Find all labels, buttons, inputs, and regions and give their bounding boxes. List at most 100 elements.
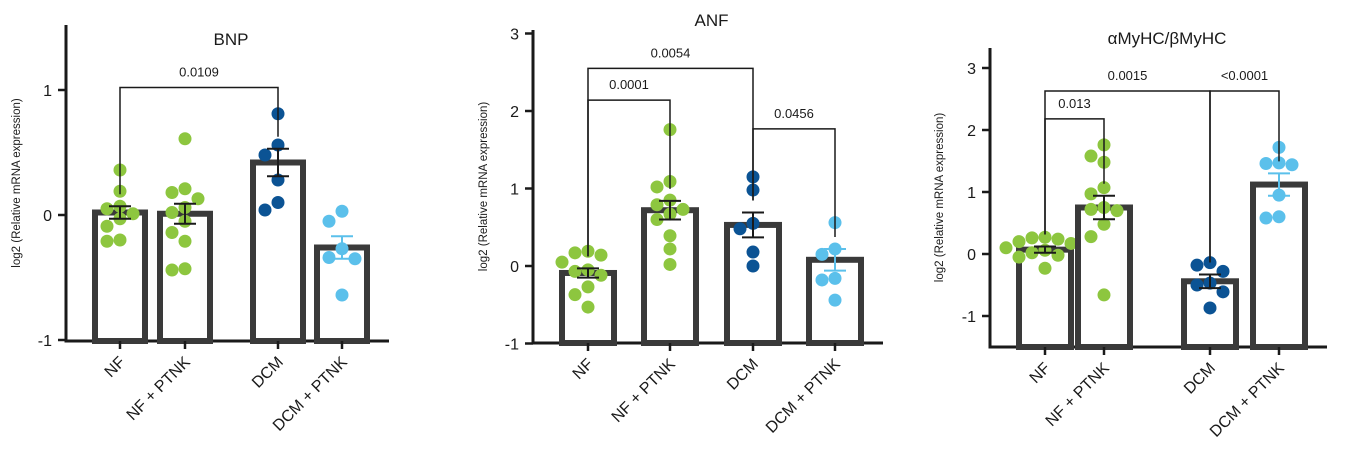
data-point bbox=[594, 248, 608, 262]
y-tick-label: -1 bbox=[505, 337, 519, 354]
data-point bbox=[1097, 288, 1111, 302]
data-point bbox=[1110, 204, 1124, 218]
y-tick-label: 2 bbox=[967, 123, 976, 140]
p-value-label: 0.0109 bbox=[179, 65, 219, 80]
data-point bbox=[568, 264, 582, 278]
data-point bbox=[1025, 231, 1039, 245]
x-category-label: NF bbox=[1027, 360, 1054, 387]
data-point bbox=[1203, 256, 1217, 270]
data-point bbox=[568, 246, 582, 260]
data-point bbox=[733, 222, 747, 236]
x-category-label: DCM + PTNK bbox=[1207, 360, 1288, 441]
data-point bbox=[113, 233, 127, 247]
data-point bbox=[581, 300, 595, 314]
data-point bbox=[828, 271, 842, 285]
y-tick-label: -1 bbox=[38, 333, 52, 350]
data-point bbox=[746, 245, 760, 259]
data-point bbox=[1012, 235, 1026, 249]
data-point bbox=[100, 202, 114, 216]
x-category-label: NF + PTNK bbox=[609, 356, 679, 426]
y-tick-label: 3 bbox=[510, 27, 519, 44]
data-point bbox=[555, 255, 569, 269]
chart-panel: ANF log2 (Relative mRNA expression) -1 0 1 2 3… bbox=[478, 11, 883, 437]
data-point bbox=[663, 229, 677, 243]
data-point bbox=[258, 203, 272, 217]
x-category-label: NF bbox=[570, 356, 597, 383]
bar bbox=[1250, 181, 1308, 350]
significance-bracket bbox=[587, 99, 671, 257]
significance-bracket bbox=[1209, 90, 1280, 263]
data-point bbox=[1190, 258, 1204, 272]
chart-title: αMyHC/βMyHC bbox=[1108, 29, 1227, 48]
data-point bbox=[1259, 211, 1273, 225]
data-point bbox=[165, 186, 179, 199]
data-point bbox=[594, 268, 608, 282]
data-point bbox=[1012, 250, 1026, 264]
data-point bbox=[1084, 202, 1098, 216]
data-point bbox=[581, 280, 595, 294]
y-tick-label: 0 bbox=[43, 208, 52, 225]
data-point bbox=[322, 214, 336, 228]
x-category-label: DCM bbox=[724, 356, 762, 394]
data-point bbox=[1259, 156, 1273, 170]
significance-bracket bbox=[1044, 118, 1105, 235]
y-tick-label: 0 bbox=[510, 259, 519, 276]
p-value-label: 0.0015 bbox=[1108, 68, 1148, 83]
data-point bbox=[1285, 158, 1299, 172]
y-axis-label: log2 (Relative mRNA expression) bbox=[11, 98, 23, 268]
data-point bbox=[1203, 301, 1217, 315]
data-point bbox=[815, 247, 829, 261]
y-tick-label: 1 bbox=[510, 182, 519, 199]
data-point bbox=[1025, 246, 1039, 260]
data-point bbox=[1051, 232, 1065, 246]
y-axis-label: log2 (Relative mRNA expression) bbox=[478, 102, 490, 272]
data-point bbox=[999, 241, 1013, 255]
data-point bbox=[1097, 181, 1111, 195]
bar bbox=[92, 209, 148, 344]
y-tick-label: 0 bbox=[967, 247, 976, 264]
data-point bbox=[746, 259, 760, 273]
data-point bbox=[178, 262, 192, 276]
data-point bbox=[178, 234, 192, 248]
data-point bbox=[650, 180, 664, 194]
data-point bbox=[165, 263, 179, 277]
bar bbox=[724, 221, 782, 346]
data-point bbox=[1097, 217, 1111, 231]
y-axis-label: log2 (Relative mRNA expression) bbox=[934, 113, 946, 283]
data-point bbox=[1190, 278, 1204, 292]
x-category-label: DCM bbox=[249, 354, 287, 392]
data-point bbox=[676, 202, 690, 216]
data-point bbox=[1038, 261, 1052, 275]
chart-panel: BNP log2 (Relative mRNA expression) -1 0 1 NF… bbox=[11, 25, 389, 435]
data-point bbox=[178, 182, 192, 196]
significance-bracket bbox=[752, 128, 836, 237]
chart-title: BNP bbox=[214, 30, 249, 49]
data-point bbox=[663, 242, 677, 256]
data-point bbox=[1064, 236, 1078, 250]
chart-panel: αMyHC/βMyHC log2 (Relative mRNA expressio… bbox=[934, 29, 1327, 441]
data-point bbox=[1051, 248, 1065, 262]
data-point bbox=[100, 219, 114, 233]
data-point bbox=[335, 288, 349, 302]
y-tick-label: 1 bbox=[43, 83, 52, 100]
x-category-label: DCM + PTNK bbox=[763, 356, 844, 437]
data-point bbox=[178, 132, 192, 146]
data-point bbox=[568, 288, 582, 302]
p-value-label: 0.0456 bbox=[774, 106, 814, 121]
data-point bbox=[271, 196, 285, 209]
x-category-label: NF + PTNK bbox=[124, 354, 194, 424]
p-value-label: 0.0001 bbox=[609, 77, 649, 92]
data-point bbox=[100, 234, 114, 248]
x-category-label: NF bbox=[102, 354, 129, 381]
data-point bbox=[322, 251, 336, 264]
data-point bbox=[650, 213, 664, 226]
data-point bbox=[1272, 210, 1286, 224]
data-point bbox=[335, 204, 349, 218]
data-point bbox=[1272, 156, 1286, 170]
bar bbox=[250, 159, 306, 344]
significance-bracket bbox=[119, 86, 279, 195]
data-point bbox=[1038, 230, 1052, 244]
y-tick-label: -1 bbox=[962, 309, 976, 326]
data-point bbox=[1216, 264, 1230, 278]
y-tick-label: 2 bbox=[510, 104, 519, 121]
